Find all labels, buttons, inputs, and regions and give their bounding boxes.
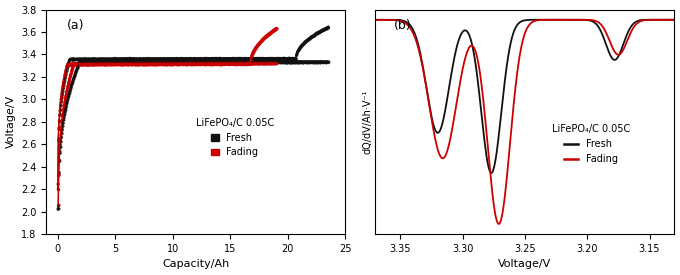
Legend: Fresh, Fading: Fresh, Fading [196,118,274,158]
Text: (a): (a) [67,18,85,32]
Y-axis label: dQ/dV/Ah·V⁻¹: dQ/dV/Ah·V⁻¹ [362,90,373,154]
Text: (b): (b) [394,18,411,32]
Y-axis label: Voltage/V: Voltage/V [5,95,16,148]
X-axis label: Capacity/Ah: Capacity/Ah [163,259,229,270]
X-axis label: Voltage/V: Voltage/V [498,259,551,270]
Legend: Fresh, Fading: Fresh, Fading [547,120,634,168]
